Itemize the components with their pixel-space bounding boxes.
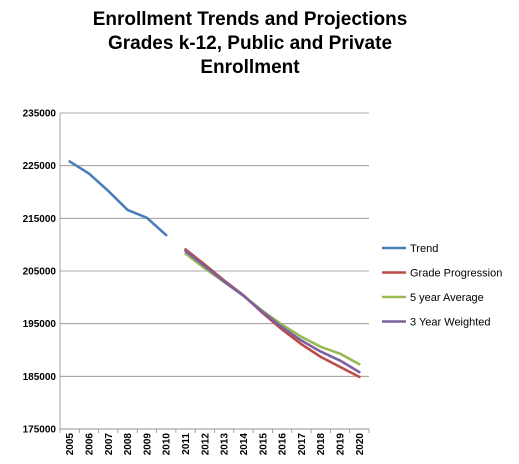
y-tick-label: 185000 [23, 372, 57, 383]
legend: Trend Grade Progression 5 year Average 3 Ye… [382, 243, 502, 329]
y-axis-ticks: 175000 185000 195000 205000 215000 225000 2350… [23, 109, 57, 436]
x-tick-label: 2014 [239, 433, 250, 456]
x-tick-label: 2016 [278, 433, 289, 456]
x-tick-label: 2011 [181, 433, 192, 455]
y-tick-label: 175000 [23, 425, 57, 436]
y-tick-label: 215000 [23, 214, 57, 225]
y-tick-label: 235000 [23, 109, 57, 120]
chart-title-line-2: Grades k-12, Public and Private [107, 33, 393, 54]
series-lines [68, 160, 361, 379]
x-tick-label: 2006 [84, 433, 95, 456]
x-axis-ticks: 2005 2006 2007 2008 2009 2010 2011 2012 2013 2014… [59, 429, 370, 456]
chart-title: Enrollment Trends and Projections Grades… [30, 8, 470, 80]
x-tick-label: 2008 [123, 433, 134, 456]
legend-label: 3 Year Weighted [410, 317, 491, 329]
y-tick-label: 195000 [23, 319, 57, 330]
series-line-3-year-weighted [184, 249, 361, 374]
series-line-trend [68, 160, 168, 237]
legend-label: Grade Progression [410, 268, 502, 280]
x-tick-label: 2010 [162, 433, 173, 456]
x-tick-label: 2005 [65, 433, 76, 456]
x-tick-label: 2019 [336, 433, 347, 456]
chart-title-line-1: Enrollment Trends and Projections [92, 9, 408, 30]
y-tick-label: 225000 [23, 161, 57, 172]
x-tick-label: 2015 [258, 433, 269, 456]
legend-label: 5 year Average [410, 292, 484, 304]
x-tick-label: 2018 [316, 433, 327, 456]
x-tick-label: 2017 [297, 433, 308, 456]
x-tick-label: 2007 [104, 433, 115, 456]
x-tick-label: 2020 [355, 433, 366, 456]
y-tick-label: 205000 [23, 267, 57, 278]
chart-title-line-3: Enrollment [200, 57, 300, 78]
legend-label: Trend [410, 243, 438, 255]
x-tick-label: 2012 [200, 433, 211, 456]
x-tick-label: 2009 [142, 433, 153, 456]
x-tick-label: 2013 [220, 433, 231, 456]
